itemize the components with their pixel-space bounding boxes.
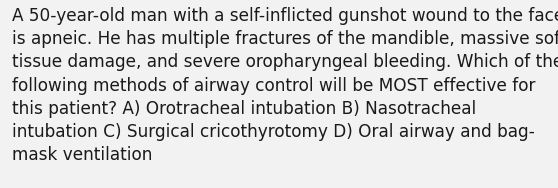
Text: A 50-year-old man with a self-inflicted gunshot wound to the face
is apneic. He : A 50-year-old man with a self-inflicted … [12, 7, 558, 164]
